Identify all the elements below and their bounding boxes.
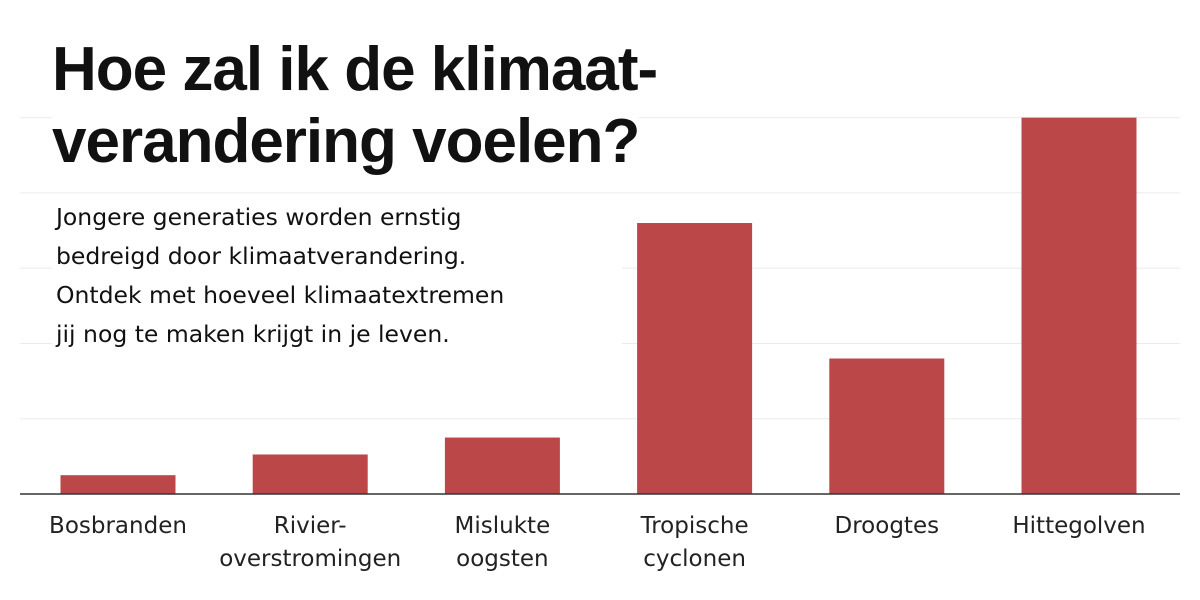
subtitle-line-3: Ontdek met hoeveel klimaatextremen [56, 281, 505, 309]
category-label: Tropische cyclonen [640, 513, 749, 572]
page-title: Hoe zal ik de klimaat- verandering voele… [52, 34, 712, 178]
category-label: Bosbranden [49, 513, 187, 539]
bar [829, 358, 945, 494]
bar [60, 475, 176, 494]
category-label-line: Droogtes [835, 513, 940, 539]
bar [444, 437, 560, 494]
bar [252, 454, 368, 494]
category-label: Hittegolven [1012, 513, 1145, 539]
bars [60, 117, 1137, 495]
category-label: Droogtes [835, 513, 940, 539]
category-labels: Bosbranden Rivier-overstromingen Mislukte o… [49, 513, 1146, 572]
subtitle-line-2: bedreigd door klimaatverandering. [56, 242, 467, 270]
category-label-line: cyclonen [643, 546, 746, 572]
subtitle-line-4: jij nog te maken krijgt in je leven. [56, 320, 450, 348]
category-label-line: Tropische [640, 513, 749, 539]
category-label: Rivier-overstromingen [219, 513, 401, 572]
subtitle: Jongere generaties worden ernstig bedrei… [52, 196, 622, 358]
category-label-line: Mislukte [455, 513, 551, 539]
title-line-1: Hoe zal ik de klimaat- [52, 34, 658, 106]
title-line-2: verandering voelen? [52, 106, 640, 178]
bar [637, 223, 753, 494]
category-label-line: Rivier- [274, 513, 347, 539]
bar [1021, 117, 1137, 495]
title-block: Hoe zal ik de klimaat- verandering voele… [52, 34, 712, 178]
category-label-line: oogsten [456, 546, 548, 572]
category-label: Mislukte oogsten [455, 513, 551, 572]
category-label-line: Hittegolven [1012, 513, 1145, 539]
category-label-line: overstromingen [219, 546, 401, 572]
subtitle-line-1: Jongere generaties worden ernstig [56, 203, 462, 231]
category-label-line: Bosbranden [49, 513, 187, 539]
